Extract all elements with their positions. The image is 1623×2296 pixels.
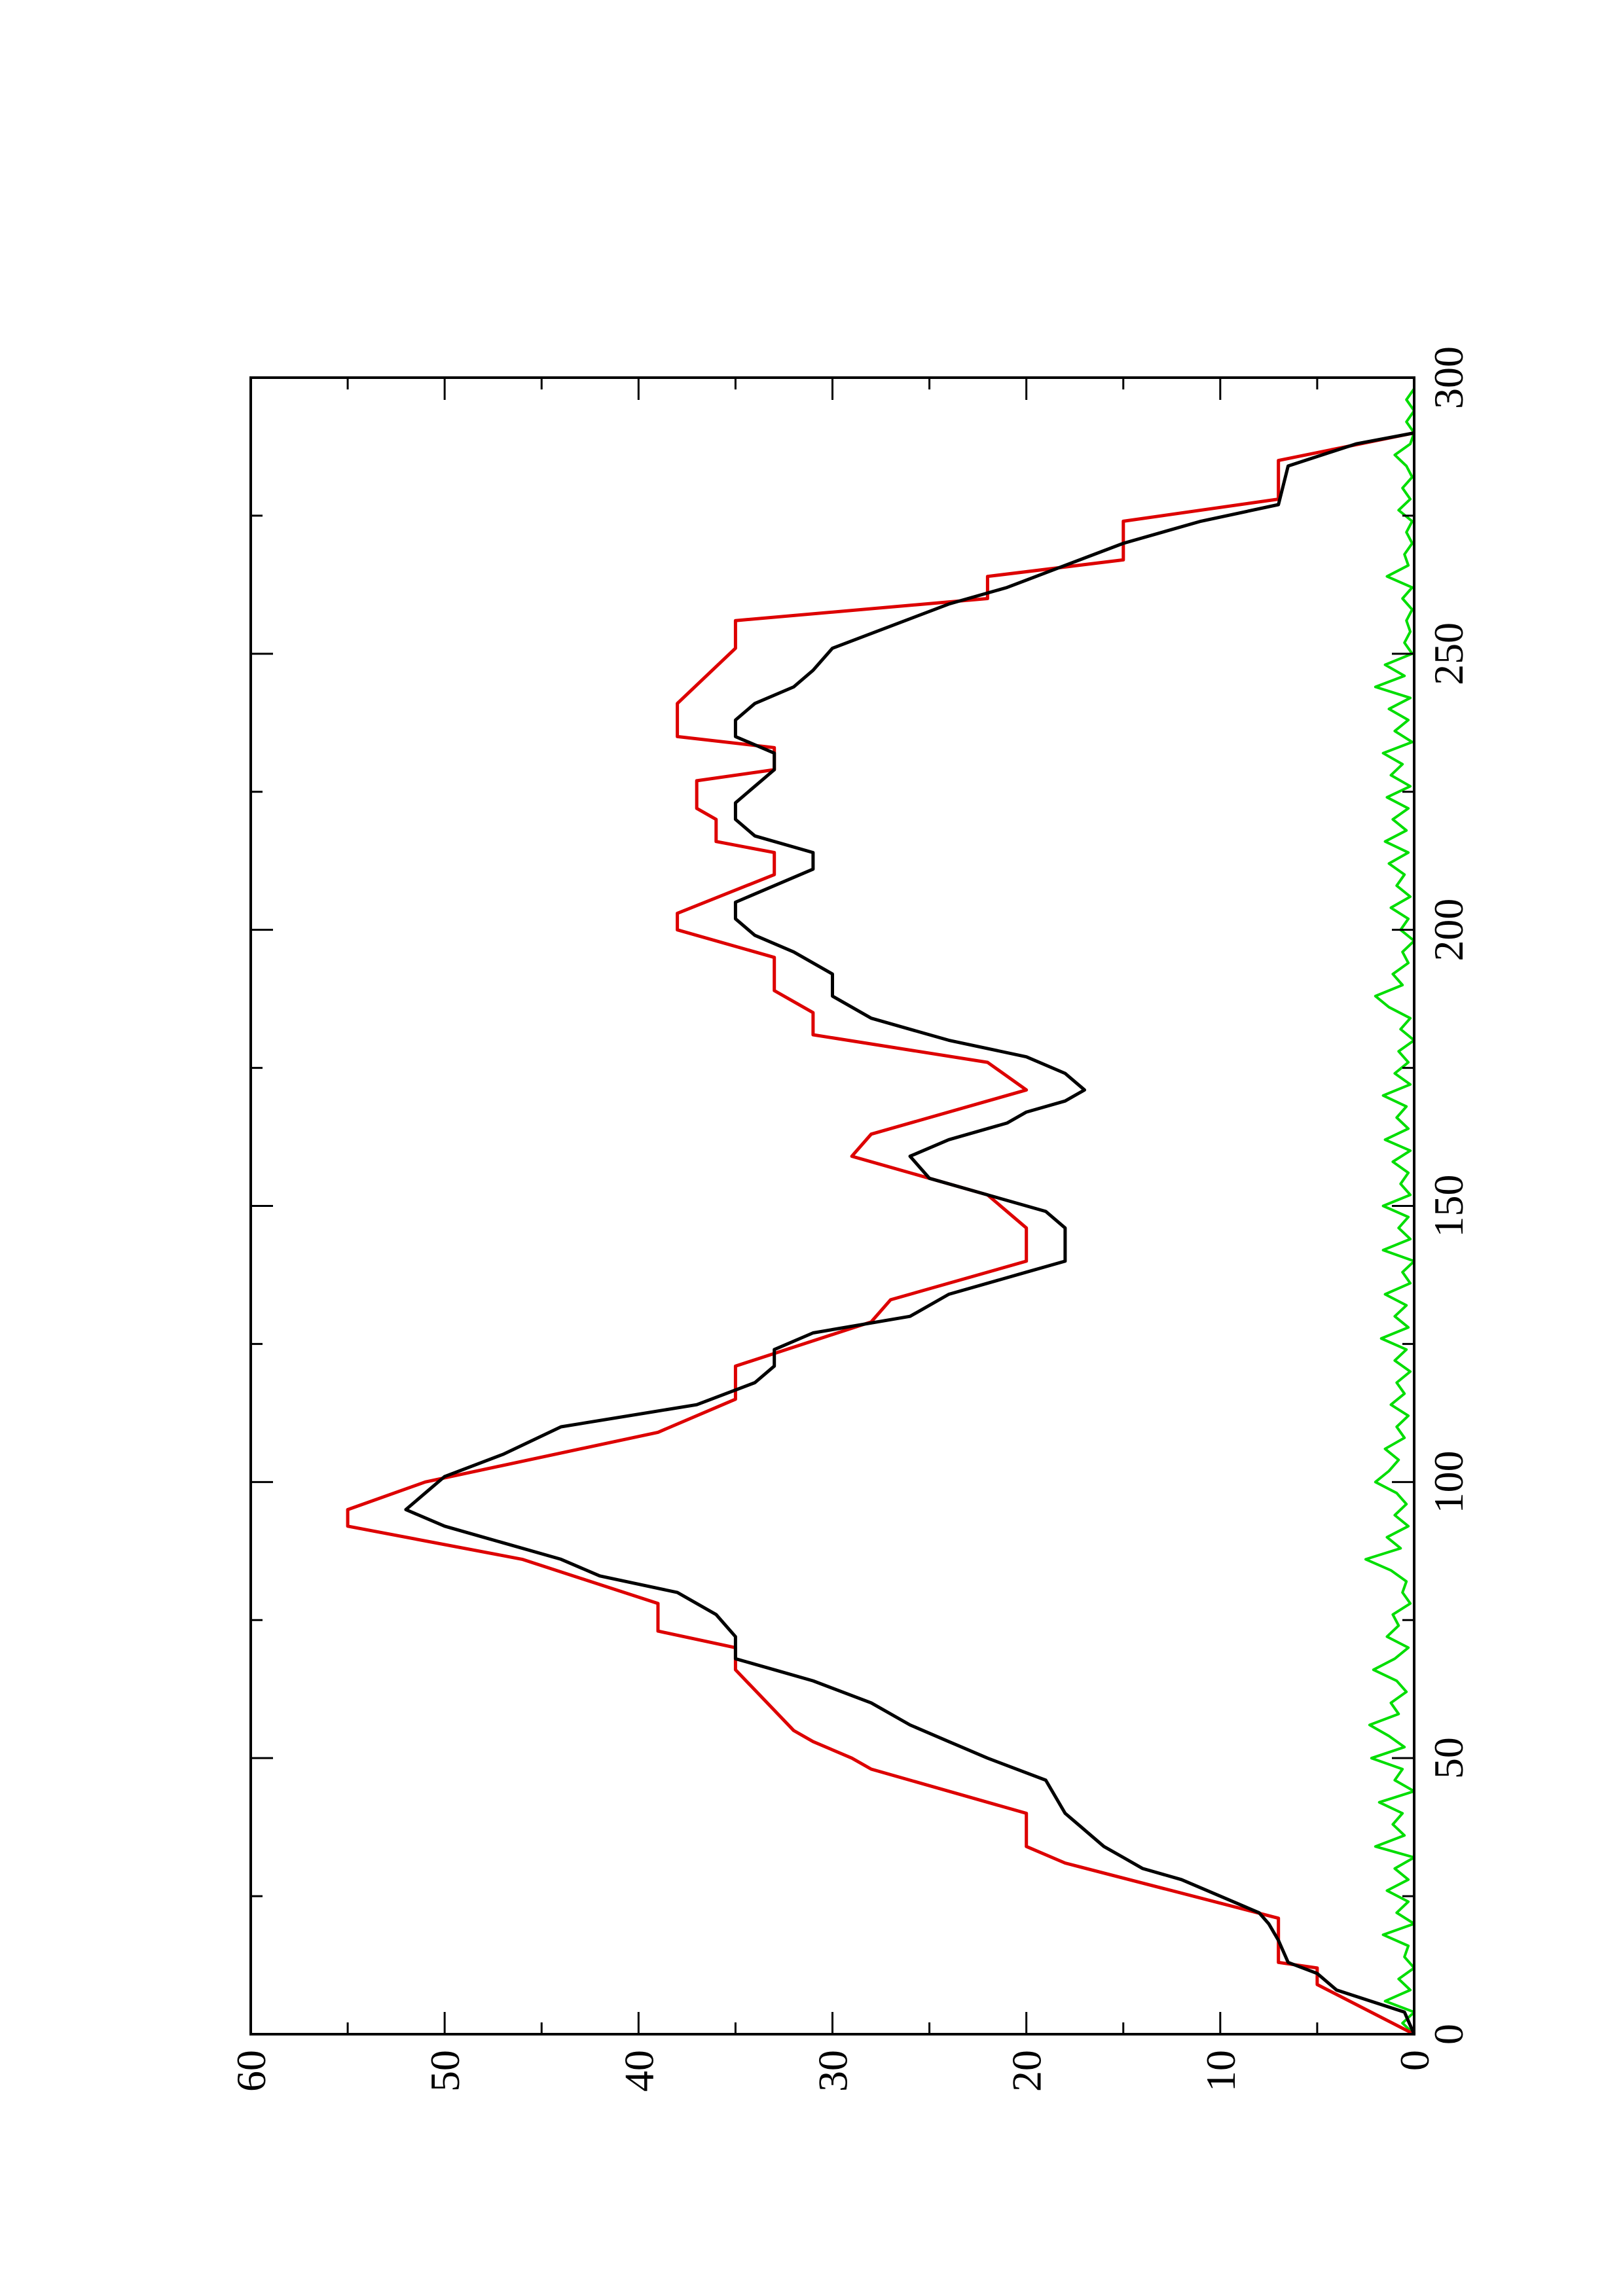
y-tick-label: 20 bbox=[1004, 2050, 1050, 2092]
x-tick-label: 0 bbox=[1425, 2024, 1472, 2045]
y-tick-label: 40 bbox=[615, 2050, 662, 2092]
series-line-0 bbox=[346, 431, 1415, 2036]
y-tick-label: 30 bbox=[810, 2050, 856, 2092]
x-tick-label: 300 bbox=[1425, 346, 1472, 409]
series-line-1 bbox=[404, 431, 1416, 2036]
x-tick-label: 50 bbox=[1425, 1737, 1472, 1779]
axis-ticks bbox=[249, 376, 1415, 2036]
tick-labels: 0 50 100 150 200 250 300 0 10 20 30 40 50 60 bbox=[228, 346, 1472, 2092]
y-tick-label: 60 bbox=[228, 2050, 274, 2092]
x-tick-label: 200 bbox=[1425, 899, 1472, 961]
x-tick-label: 150 bbox=[1425, 1175, 1472, 1238]
x-tick-label: 100 bbox=[1425, 1450, 1472, 1513]
plot-frame bbox=[249, 376, 1415, 2036]
x-tick-label: 250 bbox=[1425, 622, 1472, 685]
y-tick-label: 10 bbox=[1197, 2050, 1244, 2092]
y-tick-label: 0 bbox=[1391, 2050, 1438, 2071]
y-tick-label: 50 bbox=[422, 2050, 468, 2092]
